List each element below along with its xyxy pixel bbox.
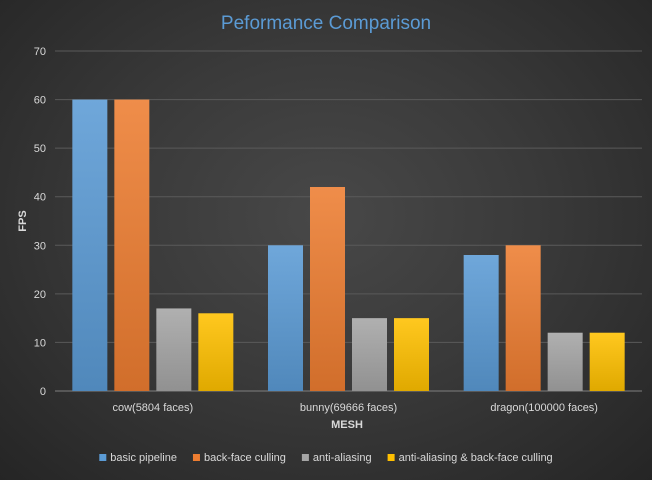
bar-basic-pipeline-1 [268,245,303,391]
bar-back-face-culling-2 [505,245,541,391]
legend-label: anti-aliasing [313,452,372,464]
bar-back-face-culling-1 [310,187,345,391]
legend-label: back-face culling [204,452,286,464]
bar-basic-pipeline-0 [72,99,108,392]
legend-swatch [387,454,395,461]
chart-title: Peformance Comparison [221,13,431,34]
x-category-label: dragon(100000 faces) [490,402,598,414]
y-tick-label: 50 [34,143,46,155]
bar-anti-aliasing-back-face-culling-1 [394,318,429,391]
y-axis-ticks: 0 10 20 30 40 50 60 70 [34,46,46,398]
bar-anti-aliasing-back-face-culling-2 [589,332,625,391]
legend-swatch [99,454,107,461]
x-axis-categories: cow(5804 faces) bunny(69666 faces) dragon(… [112,402,598,414]
bars [72,99,625,392]
y-tick-label: 10 [34,337,46,349]
legend-label: anti-aliasing & back-face culling [399,452,553,464]
y-tick-label: 0 [40,386,46,398]
x-axis-title: MESH [331,419,363,431]
y-axis-title: FPS [17,210,29,231]
y-tick-label: 60 [34,95,46,107]
legend: basic pipeline back-face culling anti-alia… [99,452,553,464]
bar-basic-pipeline-2 [463,255,499,391]
bar-anti-aliasing-1 [352,318,387,391]
bar-back-face-culling-0 [114,99,150,392]
bar-anti-aliasing-2 [547,332,583,391]
x-category-label: bunny(69666 faces) [300,402,397,414]
y-tick-label: 70 [34,46,46,58]
legend-swatch [301,454,309,461]
legend-swatch [192,454,200,461]
legend-label: basic pipeline [110,452,177,464]
bar-anti-aliasing-0 [156,308,192,391]
x-category-label: cow(5804 faces) [112,402,193,414]
gridlines [55,50,642,392]
bar-anti-aliasing-back-face-culling-0 [198,313,234,391]
y-tick-label: 30 [34,240,46,252]
y-tick-label: 20 [34,289,46,301]
y-tick-label: 40 [34,192,46,204]
